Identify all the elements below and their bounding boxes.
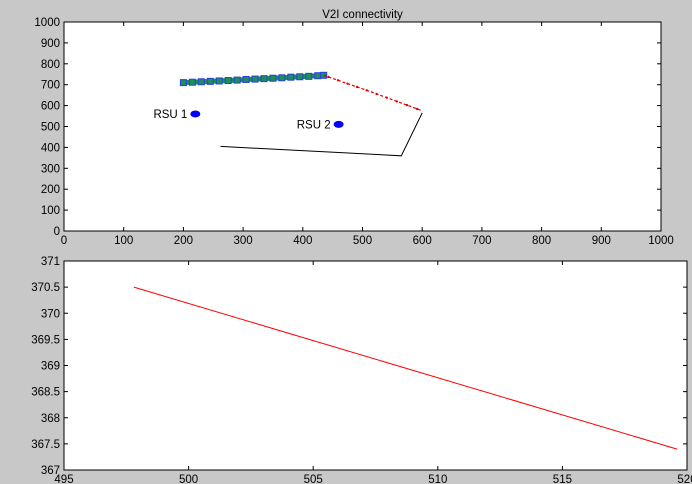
top-chart-title: V2I connectivity xyxy=(322,9,403,21)
vehicle-marker xyxy=(260,75,268,83)
vehicle-marker xyxy=(188,78,196,86)
top-points-layer: RSU 1 RSU 2 xyxy=(153,109,344,131)
top-y-tick-label: 600 xyxy=(41,101,60,113)
rsu-label: RSU 2 xyxy=(297,119,331,131)
top-y-tick-label: 100 xyxy=(41,205,60,217)
black-route-line xyxy=(220,112,423,157)
bottom-y-tick-label: 370 xyxy=(41,308,60,320)
top-x-tick-label: 900 xyxy=(592,235,611,247)
vehicle-marker xyxy=(179,79,187,87)
vehicle-marker xyxy=(215,77,223,85)
vehicle-marker xyxy=(269,74,277,82)
rsu-label: RSU 1 xyxy=(153,109,187,121)
bottom-x-tick-label: 500 xyxy=(179,474,198,484)
bottom-axis-ticks: 495 500 505 510 515 520 367 367.5 368 368.5 369 369… xyxy=(31,256,692,484)
bottom-y-tick-label: 367 xyxy=(41,465,60,477)
bottom-series-line-0 xyxy=(133,286,678,450)
top-axis-ticks: 0 100 200 300 400 500 600 700 800 900 1000 0 100 200 3… xyxy=(34,17,673,247)
red-route-point xyxy=(346,82,349,85)
rsu-marker xyxy=(333,120,344,128)
vehicle-marker xyxy=(251,75,259,83)
bottom-series-layer xyxy=(133,286,678,450)
red-route-point xyxy=(415,107,419,111)
vehicle-marker xyxy=(314,72,322,80)
bottom-axes: 495 500 505 510 515 520 367 367.5 368 368.5 369 369… xyxy=(31,256,692,484)
bottom-y-tick-label: 369.5 xyxy=(31,334,60,346)
top-y-tick-label: 200 xyxy=(41,184,60,196)
top-y-tick-label: 300 xyxy=(41,163,60,175)
vehicle-marker xyxy=(242,75,250,83)
top-y-tick-label: 1000 xyxy=(34,17,60,29)
bottom-x-tick-label: 505 xyxy=(304,474,323,484)
vehicle-marker xyxy=(296,73,304,81)
bottom-x-tick-label: 520 xyxy=(677,474,692,484)
top-y-tick-label: 400 xyxy=(41,142,60,154)
top-x-tick-label: 0 xyxy=(61,235,67,247)
bottom-y-tick-label: 367.5 xyxy=(31,439,60,451)
top-y-tick-label: 0 xyxy=(54,226,60,238)
top-x-tick-label: 600 xyxy=(413,235,432,247)
red-route-point xyxy=(385,96,388,99)
vehicle-marker xyxy=(206,77,214,85)
vehicle-marker xyxy=(320,71,328,79)
red-route-point xyxy=(405,103,409,107)
top-y-tick-label: 700 xyxy=(41,80,60,92)
vehicle-marker xyxy=(305,72,313,80)
bottom-y-tick-label: 368 xyxy=(41,413,60,425)
bottom-x-tick-label: 510 xyxy=(428,474,447,484)
bottom-x-tick-label: 515 xyxy=(553,474,572,484)
bottom-y-tick-label: 369 xyxy=(41,361,60,373)
vehicle-marker xyxy=(197,78,205,86)
top-y-tick-label: 900 xyxy=(41,38,60,50)
red-route-point xyxy=(355,85,359,89)
top-plot-area xyxy=(63,21,662,232)
top-x-tick-label: 400 xyxy=(293,235,312,247)
bottom-x-tick-label: 495 xyxy=(54,474,73,484)
red-route-point xyxy=(375,92,378,96)
bottom-plot-area xyxy=(63,260,688,471)
top-y-tick-label: 800 xyxy=(41,59,60,71)
rsu-marker xyxy=(190,110,201,118)
top-x-tick-label: 700 xyxy=(472,235,491,247)
red-route-line xyxy=(323,74,423,112)
top-x-tick-label: 200 xyxy=(174,235,193,247)
red-route-point xyxy=(327,75,330,79)
vehicle-marker xyxy=(287,73,295,81)
vehicle-marker xyxy=(233,76,241,84)
top-x-tick-label: 300 xyxy=(234,235,253,247)
vehicle-marker xyxy=(278,74,286,82)
red-route-point xyxy=(336,79,340,82)
top-series-layer xyxy=(179,71,423,157)
bottom-y-tick-label: 368.5 xyxy=(31,387,60,399)
top-x-tick-label: 1000 xyxy=(648,235,674,247)
top-x-tick-label: 500 xyxy=(353,235,372,247)
vehicle-marker xyxy=(224,77,232,85)
red-route-point xyxy=(365,89,368,92)
top-y-tick-label: 500 xyxy=(41,122,60,134)
bottom-y-tick-label: 370.5 xyxy=(31,282,60,294)
top-x-tick-label: 100 xyxy=(114,235,133,247)
top-x-tick-label: 800 xyxy=(532,235,551,247)
top-axes: V2I connectivity 0 100 200 300 400 500 600 700 8… xyxy=(34,9,673,247)
red-route-point xyxy=(395,100,399,103)
bottom-y-tick-label: 371 xyxy=(41,256,60,268)
